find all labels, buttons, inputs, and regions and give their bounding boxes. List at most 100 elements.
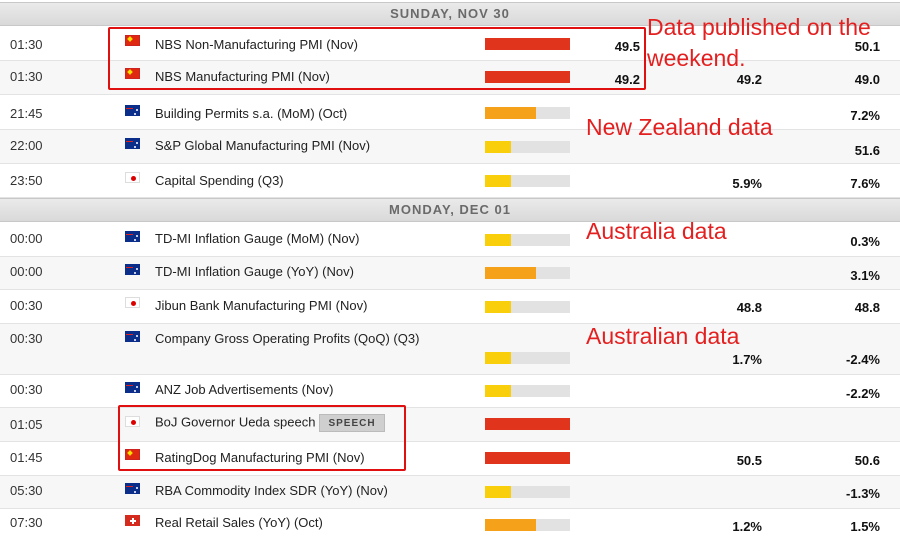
event-title[interactable]: NBS Non-Manufacturing PMI (Nov)	[155, 37, 359, 52]
consensus-value: 48.8	[736, 300, 762, 315]
event-title-text: BoJ Governor Ueda speech	[155, 414, 316, 430]
consensus-value: 49.2	[736, 72, 762, 87]
flag-china-icon	[125, 68, 140, 79]
importance-fill	[485, 452, 570, 464]
importance-bar	[485, 418, 570, 430]
table-row[interactable]: 00:30 ANZ Job Advertisements (Nov) -2.2%	[0, 375, 900, 408]
event-time: 21:45	[10, 106, 43, 121]
importance-fill	[485, 519, 536, 531]
importance-fill	[485, 267, 536, 279]
importance-bar	[485, 175, 570, 187]
importance-bar	[485, 234, 570, 246]
previous-value: 1.5%	[850, 519, 880, 534]
consensus-value: 5.9%	[732, 176, 762, 191]
table-row[interactable]: 00:30 Jibun Bank Manufacturing PMI (Nov)…	[0, 290, 900, 324]
flag-new-zealand-icon	[125, 105, 140, 116]
importance-fill	[485, 141, 511, 153]
annotation-australian: Australian data	[586, 323, 740, 349]
flag-japan-icon	[125, 172, 140, 183]
annotation-weekend: Data published on the weekend.	[647, 14, 871, 71]
importance-fill	[485, 352, 511, 364]
table-row[interactable]: 00:00 TD-MI Inflation Gauge (MoM) (Nov) …	[0, 223, 900, 257]
event-time: 22:00	[10, 138, 43, 153]
importance-fill	[485, 486, 511, 498]
event-title[interactable]: S&P Global Manufacturing PMI (Nov)	[155, 138, 371, 153]
importance-bar	[485, 352, 570, 364]
event-time: 23:50	[10, 173, 43, 188]
table-row[interactable]: 00:30 Company Gross Operating Profits (Q…	[0, 324, 900, 375]
flag-new-zealand-icon	[125, 138, 140, 149]
day-header-monday: MONDAY, DEC 01	[0, 198, 900, 222]
previous-value: 7.6%	[850, 176, 880, 191]
speech-badge: SPEECH	[319, 414, 385, 432]
event-title[interactable]: RBA Commodity Index SDR (YoY) (Nov)	[155, 483, 388, 498]
flag-australia-icon	[125, 264, 140, 275]
flag-switzerland-icon	[125, 515, 140, 526]
importance-bar	[485, 107, 570, 119]
importance-bar	[485, 385, 570, 397]
event-time: 00:00	[10, 231, 43, 246]
importance-fill	[485, 418, 570, 430]
event-title[interactable]: TD-MI Inflation Gauge (MoM) (Nov)	[155, 231, 360, 246]
flag-australia-icon	[125, 331, 140, 342]
importance-fill	[485, 107, 536, 119]
previous-value: -2.2%	[846, 386, 880, 401]
previous-value: 50.6	[854, 453, 880, 468]
table-row[interactable]: 07:30 Real Retail Sales (YoY) (Oct) 1.2%…	[0, 509, 900, 538]
flag-australia-icon	[125, 483, 140, 494]
importance-fill	[485, 234, 511, 246]
previous-value: 7.2%	[850, 108, 880, 123]
table-row[interactable]: 00:00 TD-MI Inflation Gauge (YoY) (Nov) …	[0, 257, 900, 290]
importance-bar	[485, 141, 570, 153]
flag-australia-icon	[125, 231, 140, 242]
flag-japan-icon	[125, 297, 140, 308]
event-title[interactable]: BoJ Governor Ueda speech SPEECH	[155, 414, 385, 432]
flag-japan-icon	[125, 416, 140, 427]
previous-value: -1.3%	[846, 486, 880, 501]
table-row[interactable]: 23:50 Capital Spending (Q3) 5.9% 7.6%	[0, 164, 900, 198]
previous-value: 50.1	[854, 39, 880, 54]
importance-bar	[485, 486, 570, 498]
table-row[interactable]: 21:45 Building Permits s.a. (MoM) (Oct) …	[0, 96, 900, 130]
event-time: 07:30	[10, 515, 43, 530]
annotation-australia: Australia data	[586, 218, 727, 244]
event-title[interactable]: Building Permits s.a. (MoM) (Oct)	[155, 106, 348, 121]
importance-fill	[485, 71, 570, 83]
event-title[interactable]: Company Gross Operating Profits (QoQ) (Q…	[155, 331, 420, 346]
event-title[interactable]: RatingDog Manufacturing PMI (Nov)	[155, 450, 365, 465]
previous-value: 3.1%	[850, 268, 880, 283]
table-row[interactable]: 01:05 BoJ Governor Ueda speech SPEECH	[0, 408, 900, 442]
event-time: 01:05	[10, 417, 43, 432]
annotation-new-zealand: New Zealand data	[586, 114, 773, 140]
table-row[interactable]: 01:30 NBS Non-Manufacturing PMI (Nov) 49…	[0, 27, 900, 61]
importance-fill	[485, 385, 511, 397]
event-title[interactable]: Capital Spending (Q3)	[155, 173, 284, 188]
importance-bar	[485, 71, 570, 83]
event-title[interactable]: TD-MI Inflation Gauge (YoY) (Nov)	[155, 264, 354, 279]
event-title[interactable]: ANZ Job Advertisements (Nov)	[155, 382, 334, 397]
event-time: 01:30	[10, 69, 43, 84]
table-row[interactable]: 22:00 S&P Global Manufacturing PMI (Nov)…	[0, 130, 900, 164]
importance-bar	[485, 38, 570, 50]
event-time: 00:30	[10, 331, 43, 346]
highlight-box-speech	[118, 405, 406, 471]
flag-china-icon	[125, 35, 140, 46]
importance-fill	[485, 175, 511, 187]
table-row[interactable]: 05:30 RBA Commodity Index SDR (YoY) (Nov…	[0, 476, 900, 509]
importance-bar	[485, 452, 570, 464]
actual-value: 49.5	[614, 39, 640, 54]
event-time: 01:45	[10, 450, 43, 465]
event-time: 01:30	[10, 37, 43, 52]
event-title[interactable]: Jibun Bank Manufacturing PMI (Nov)	[155, 298, 368, 313]
actual-value: 49.2	[614, 72, 640, 87]
importance-fill	[485, 301, 511, 313]
importance-fill	[485, 38, 570, 50]
event-title[interactable]: NBS Manufacturing PMI (Nov)	[155, 69, 330, 84]
previous-value: 48.8	[854, 300, 880, 315]
importance-bar	[485, 301, 570, 313]
event-title[interactable]: Real Retail Sales (YoY) (Oct)	[155, 515, 323, 530]
event-time: 05:30	[10, 483, 43, 498]
consensus-value: 1.7%	[732, 352, 762, 367]
importance-bar	[485, 267, 570, 279]
